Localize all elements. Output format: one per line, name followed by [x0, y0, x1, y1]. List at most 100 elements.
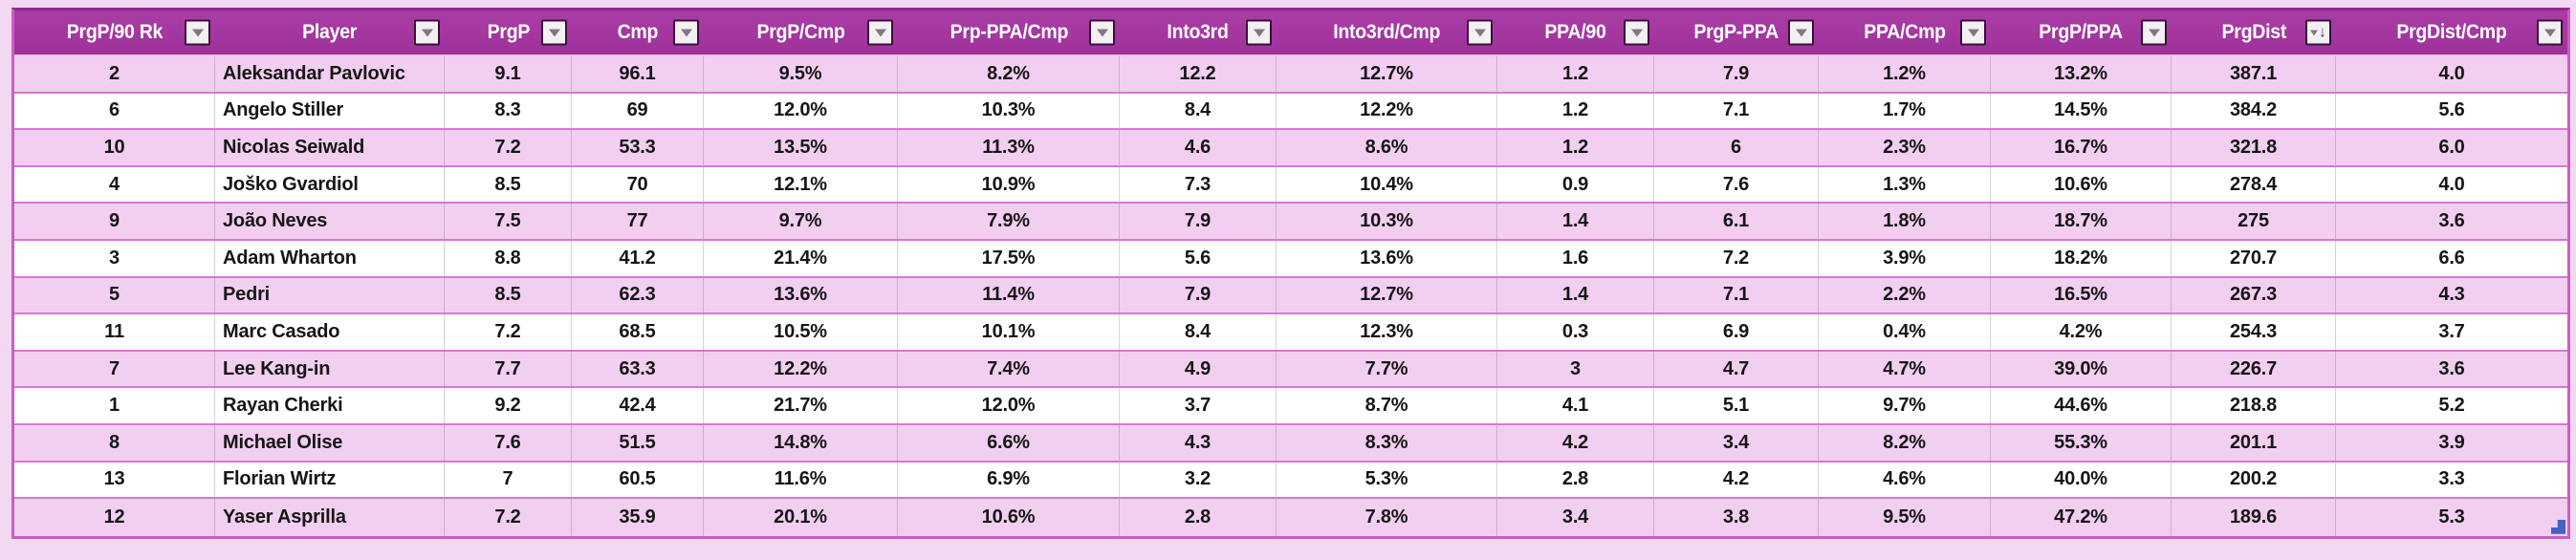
table-cell[interactable]: 6 [1654, 130, 1819, 165]
table-cell[interactable]: 35.9 [572, 499, 704, 536]
table-cell[interactable]: 2.8 [1120, 499, 1277, 536]
table-cell[interactable]: 7 [445, 462, 572, 498]
table-cell[interactable]: 5 [14, 277, 215, 313]
table-cell[interactable]: 14.8% [704, 424, 898, 461]
player-cell[interactable]: Rayan Cherki [215, 388, 445, 423]
table-cell[interactable]: 96.1 [572, 56, 704, 92]
table-cell[interactable]: 7.3 [1120, 166, 1277, 203]
table-cell[interactable]: 11.3% [898, 130, 1120, 165]
player-cell[interactable]: Florian Wirtz [215, 462, 445, 498]
table-cell[interactable]: 4.3 [2438, 284, 2465, 306]
table-cell[interactable]: 8.4 [1120, 314, 1277, 350]
table-cell[interactable]: 12.2% [704, 351, 898, 387]
table-cell[interactable]: 10.6% [898, 499, 1120, 536]
table-cell[interactable]: 9.5% [1819, 499, 1991, 536]
table-cell[interactable]: 200.2 [2172, 462, 2336, 498]
table-cell[interactable]: 8.7% [1277, 388, 1497, 423]
player-cell[interactable]: Lee Kang-in [215, 351, 445, 387]
table-cell[interactable]: 12.2 [1120, 56, 1277, 92]
table-cell[interactable]: 7.1 [1654, 93, 1819, 129]
table-cell[interactable]: 21.7% [704, 388, 898, 423]
table-cell[interactable]: 1.2 [1497, 93, 1654, 129]
table-cell[interactable]: 10.5% [704, 314, 898, 350]
table-cell[interactable]: 4.2 [1497, 424, 1654, 461]
table-cell[interactable]: 40.0% [1991, 462, 2172, 498]
table-cell[interactable]: 1.2 [1497, 130, 1654, 165]
table-cell[interactable]: 218.8 [2172, 388, 2336, 423]
table-cell[interactable]: 9.2 [445, 388, 572, 423]
table-cell[interactable]: 51.5 [572, 424, 704, 461]
table-cell[interactable]: 6.6% [898, 424, 1120, 461]
table-cell[interactable]: 12.0% [898, 388, 1120, 423]
table-cell[interactable]: 270.7 [2172, 240, 2336, 276]
table-cell[interactable]: 4.3 [1120, 424, 1277, 461]
table-cell[interactable]: 13.5% [704, 130, 898, 165]
table-cell[interactable]: 4.7% [1819, 351, 1991, 387]
table-cell[interactable]: 69 [572, 93, 704, 129]
table-cell[interactable]: 3.6 [2438, 210, 2465, 232]
filter-dropdown-icon[interactable] [2141, 19, 2167, 46]
sort-descending-filter-icon[interactable]: ↓ [2305, 19, 2331, 46]
table-cell[interactable]: 13 [14, 462, 215, 498]
table-cell[interactable]: 3.4 [1497, 499, 1654, 536]
table-cell[interactable]: 201.1 [2172, 424, 2336, 461]
table-cell[interactable]: 9 [14, 204, 215, 239]
table-cell[interactable]: 2 [14, 56, 215, 92]
filter-dropdown-icon[interactable] [2537, 19, 2563, 46]
table-cell[interactable]: 47.2% [1991, 499, 2172, 536]
table-cell[interactable]: 3.8 [1654, 499, 1819, 536]
table-cell[interactable]: 7.9 [1654, 56, 1819, 92]
table-cell[interactable]: 3 [1497, 351, 1654, 387]
table-cell[interactable]: 9.7% [704, 204, 898, 239]
table-cell[interactable]: 4.2% [1991, 314, 2172, 350]
table-cell[interactable]: 10.9% [898, 166, 1120, 203]
table-cell[interactable]: 21.4% [704, 240, 898, 276]
table-cell[interactable]: 275 [2172, 204, 2336, 239]
table-cell[interactable]: 1.4 [1497, 277, 1654, 313]
table-cell[interactable]: 387.1 [2172, 56, 2336, 92]
table-cell[interactable]: 8.5 [445, 166, 572, 203]
table-cell[interactable]: 7.5 [445, 204, 572, 239]
table-cell[interactable]: 68.5 [572, 314, 704, 350]
table-cell[interactable]: 8.4 [1120, 93, 1277, 129]
player-cell[interactable]: Marc Casado [215, 314, 445, 350]
table-cell[interactable]: 1.4 [1497, 204, 1654, 239]
table-cell[interactable]: 8.3% [1277, 424, 1497, 461]
table-cell[interactable]: 1.7% [1819, 93, 1991, 129]
table-cell[interactable]: 254.3 [2172, 314, 2336, 350]
table-cell[interactable]: 12.2% [1277, 93, 1497, 129]
table-cell[interactable]: 55.3% [1991, 424, 2172, 461]
table-cell[interactable]: 10.3% [898, 93, 1120, 129]
table-cell[interactable]: 8.3 [445, 93, 572, 129]
table-cell[interactable]: 6.9 [1654, 314, 1819, 350]
table-cell[interactable]: 16.5% [1991, 277, 2172, 313]
table-cell[interactable]: 3 [14, 240, 215, 276]
table-cell[interactable]: 62.3 [572, 277, 704, 313]
table-cell[interactable]: 7.6 [445, 424, 572, 461]
table-cell[interactable]: 1.3% [1819, 166, 1991, 203]
table-cell[interactable]: 10.6% [1991, 166, 2172, 203]
table-cell[interactable]: 4.0 [2438, 173, 2465, 195]
table-cell[interactable]: 1 [14, 388, 215, 423]
table-cell[interactable]: 4 [14, 166, 215, 203]
table-cell[interactable]: 13.6% [1277, 240, 1497, 276]
table-cell[interactable]: 5.6 [2438, 99, 2465, 121]
table-cell[interactable]: 20.1% [704, 499, 898, 536]
filter-dropdown-icon[interactable] [1467, 19, 1493, 46]
table-cell[interactable]: 63.3 [572, 351, 704, 387]
table-cell[interactable]: 11 [14, 314, 215, 350]
table-cell[interactable]: 3.7 [2438, 320, 2465, 342]
table-cell[interactable]: 60.5 [572, 462, 704, 498]
filter-dropdown-icon[interactable] [185, 19, 210, 46]
table-cell[interactable]: 1.2 [1497, 56, 1654, 92]
table-cell[interactable]: 6.6 [2438, 247, 2465, 269]
filter-dropdown-icon[interactable] [1788, 19, 1814, 46]
table-cell[interactable]: 3.7 [1120, 388, 1277, 423]
table-cell[interactable]: 10 [14, 130, 215, 165]
player-cell[interactable]: Aleksandar Pavlovic [215, 56, 445, 92]
table-cell[interactable]: 4.1 [1497, 388, 1654, 423]
table-cell[interactable]: 12.1% [704, 166, 898, 203]
table-cell[interactable]: 189.6 [2172, 499, 2336, 536]
table-cell[interactable]: 3.3 [2438, 468, 2465, 490]
player-cell[interactable]: Adam Wharton [215, 240, 445, 276]
